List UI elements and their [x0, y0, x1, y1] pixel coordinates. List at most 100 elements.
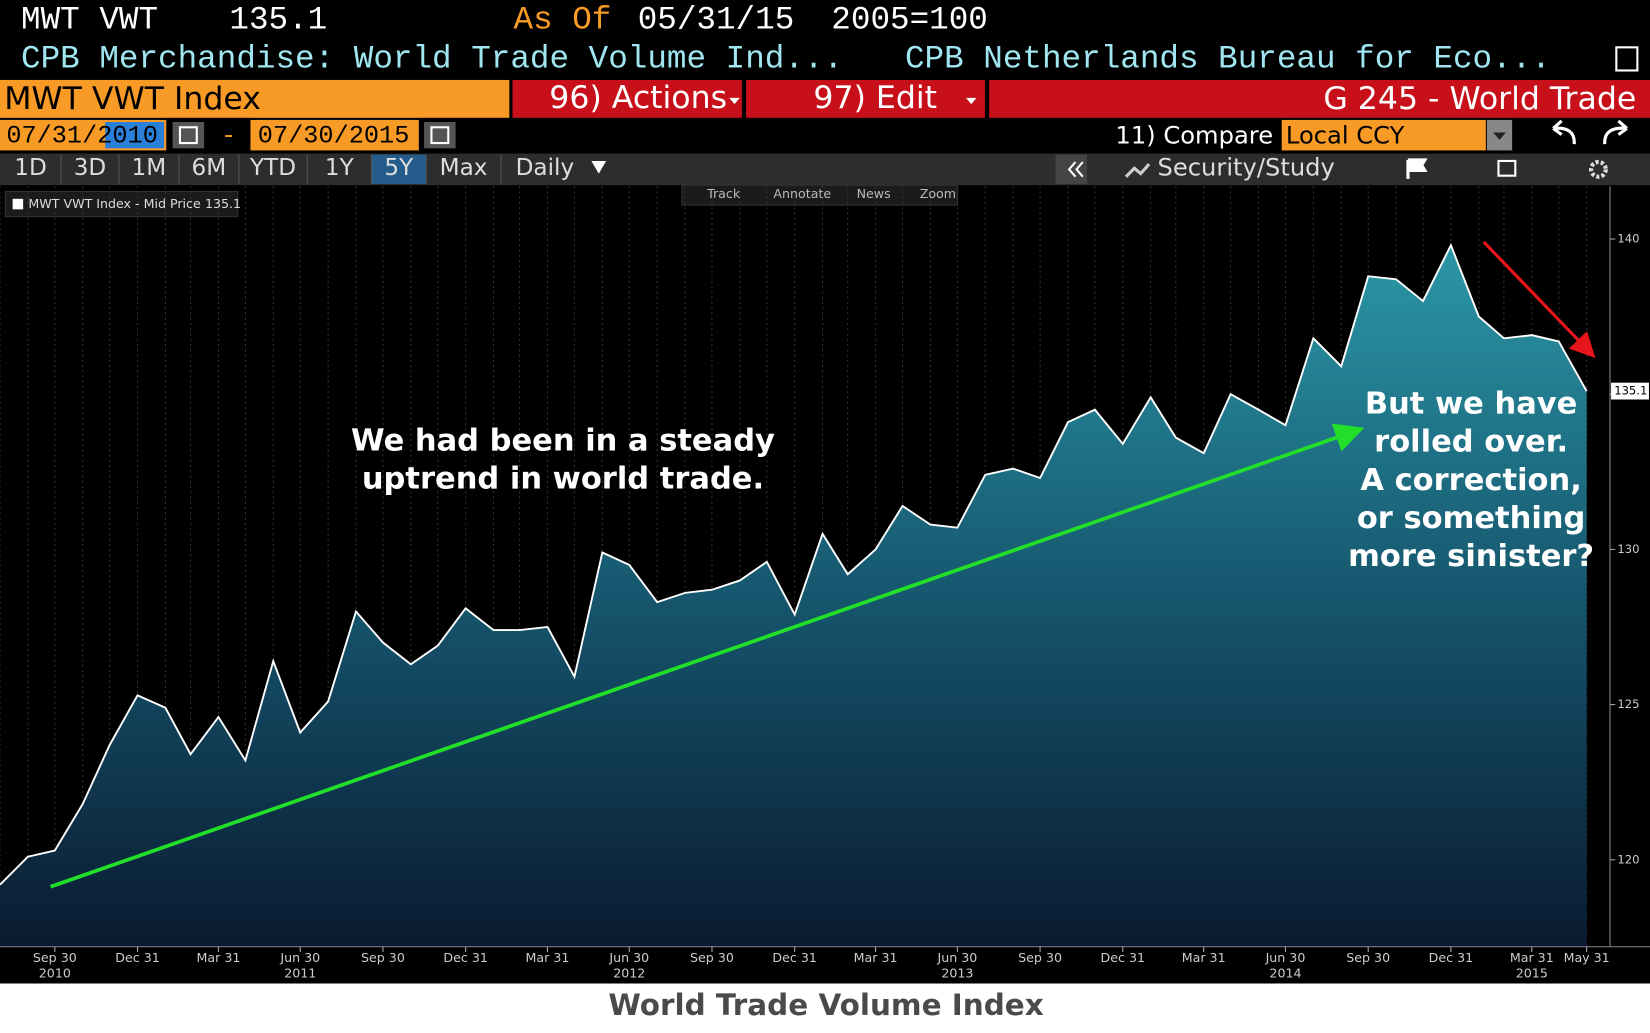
- x-tick-label: Sep 30: [361, 950, 405, 965]
- legend-swatch: [12, 198, 24, 210]
- x-year-label: 2014: [1269, 966, 1301, 981]
- edit-label: 97) Edit: [813, 80, 937, 116]
- x-tick-label: Sep 30: [1018, 950, 1062, 965]
- period-button[interactable]: 3D: [74, 155, 107, 181]
- plot-area: [0, 186, 1588, 947]
- x-tick-label: Dec 31: [443, 950, 487, 965]
- compare-button[interactable]: 11) Compare: [1115, 122, 1273, 150]
- source: CPB Netherlands Bureau for Eco...: [905, 41, 1551, 78]
- calendar-button[interactable]: [424, 122, 456, 149]
- dropdown-arrow: [966, 97, 977, 105]
- dropdown-arrow: [729, 97, 740, 105]
- redo-button[interactable]: [1603, 119, 1628, 145]
- edit-button[interactable]: [746, 79, 985, 118]
- annotation-text: rolled over.: [1374, 425, 1568, 460]
- end-date: 07/30/2015: [258, 121, 410, 150]
- price-line: [0, 242, 1588, 886]
- legend-name: MWT VWT Index - Mid Price: [28, 196, 201, 211]
- as-of-label: As Of: [514, 2, 612, 39]
- annotation-text: But we have: [1365, 386, 1578, 421]
- annotation-text: more sinister?: [1348, 539, 1594, 574]
- currency: Local CCY: [1286, 122, 1405, 150]
- annotation-text: We had been in a steady: [351, 423, 775, 458]
- x-tick-label: Dec 31: [1429, 950, 1473, 965]
- chart-tool[interactable]: Annotate: [773, 186, 831, 201]
- header-price: 135.1: [229, 2, 327, 39]
- edit-icon[interactable]: [1497, 159, 1517, 177]
- period-button[interactable]: 1D: [14, 155, 47, 181]
- period-button[interactable]: 1Y: [325, 155, 355, 181]
- dropdown-arrow: [591, 160, 607, 174]
- chart-tool[interactable]: Zoom: [920, 186, 956, 201]
- settings-button[interactable]: [1588, 159, 1608, 179]
- page-title: G 245 - World Trade: [1323, 81, 1636, 117]
- chart-tool[interactable]: Track: [706, 186, 741, 201]
- caption-area: [0, 983, 1650, 1033]
- period-button[interactable]: YTD: [249, 155, 296, 181]
- last-price-tag: [1611, 382, 1649, 400]
- period-button[interactable]: 5Y: [384, 155, 414, 181]
- end-date-field[interactable]: [250, 119, 419, 151]
- x-tick-label: May 31: [1564, 950, 1610, 965]
- ticker: MWT VWT: [21, 2, 158, 39]
- chart-tool[interactable]: News: [857, 186, 891, 201]
- trend-arrow: [49, 423, 1365, 889]
- x-tick-label: Mar 31: [526, 950, 570, 965]
- y-tick-label: 125: [1617, 697, 1639, 711]
- index-base: 2005=100: [831, 2, 988, 39]
- x-tick-label: Jun 30: [279, 950, 320, 965]
- x-tick-label: Jun 30: [1265, 950, 1306, 965]
- x-tick-label: Sep 30: [1346, 950, 1390, 965]
- x-year-label: 2013: [941, 966, 973, 981]
- x-tick-label: Mar 31: [197, 950, 241, 965]
- undo-button[interactable]: [1552, 119, 1576, 145]
- x-year-label: 2015: [1516, 966, 1548, 981]
- calendar-icon: [430, 126, 450, 145]
- actions-button[interactable]: [512, 79, 742, 118]
- actions-label: 96) Actions: [549, 80, 727, 116]
- x-tick-label: Mar 31: [1182, 950, 1226, 965]
- export-icon[interactable]: [1615, 46, 1639, 72]
- calendar-button[interactable]: [172, 122, 205, 149]
- period-button[interactable]: Max: [440, 155, 488, 181]
- page-title-bar: [989, 79, 1650, 118]
- description: CPB Merchandise: World Trade Volume Ind.…: [21, 41, 843, 78]
- period-button[interactable]: 1M: [132, 155, 167, 181]
- tab-bar: [0, 153, 1650, 186]
- decline-arrow: [1482, 240, 1596, 358]
- y-tick-label: 140: [1617, 231, 1639, 245]
- x-tick-label: Dec 31: [1101, 950, 1145, 965]
- x-tick-label: Dec 31: [772, 950, 816, 965]
- x-year-label: 2010: [39, 966, 71, 981]
- security-study-button[interactable]: Security/Study: [1158, 153, 1335, 181]
- calendar-icon: [178, 126, 198, 145]
- study-icon: [1124, 163, 1151, 178]
- date-separator: -: [221, 121, 236, 150]
- currency-field[interactable]: [1281, 119, 1486, 151]
- last-price-label: 135.1: [1614, 384, 1647, 398]
- collapse-icon: [1067, 161, 1084, 178]
- x-tick-label: Mar 31: [1510, 950, 1554, 965]
- legend-entry: MWT VWT Index - Mid Price 135.1: [28, 196, 241, 211]
- x-year-label: 2011: [284, 966, 316, 981]
- collapse-button[interactable]: [1055, 154, 1088, 185]
- period-button[interactable]: 6M: [192, 155, 227, 181]
- x-tick-label: Sep 30: [690, 950, 734, 965]
- security-field[interactable]: [0, 79, 510, 118]
- dropdown-arrow: [1493, 132, 1506, 140]
- y-axis-panel: [1610, 186, 1650, 947]
- y-tick-label: 120: [1617, 852, 1639, 866]
- selected-period: [371, 154, 427, 185]
- as-of-date: 05/31/15: [638, 2, 795, 39]
- flag-button[interactable]: [1406, 158, 1428, 179]
- security-name: MWT VWT Index: [4, 81, 261, 117]
- area-fill: [0, 245, 1587, 947]
- x-tick-label: Mar 31: [854, 950, 898, 965]
- legend-box: [4, 190, 239, 218]
- annotation-text: A correction,: [1360, 463, 1581, 498]
- chart-tools: [681, 184, 959, 206]
- frequency-button[interactable]: Daily: [516, 155, 575, 181]
- start-date: 07/31/2010: [6, 121, 158, 150]
